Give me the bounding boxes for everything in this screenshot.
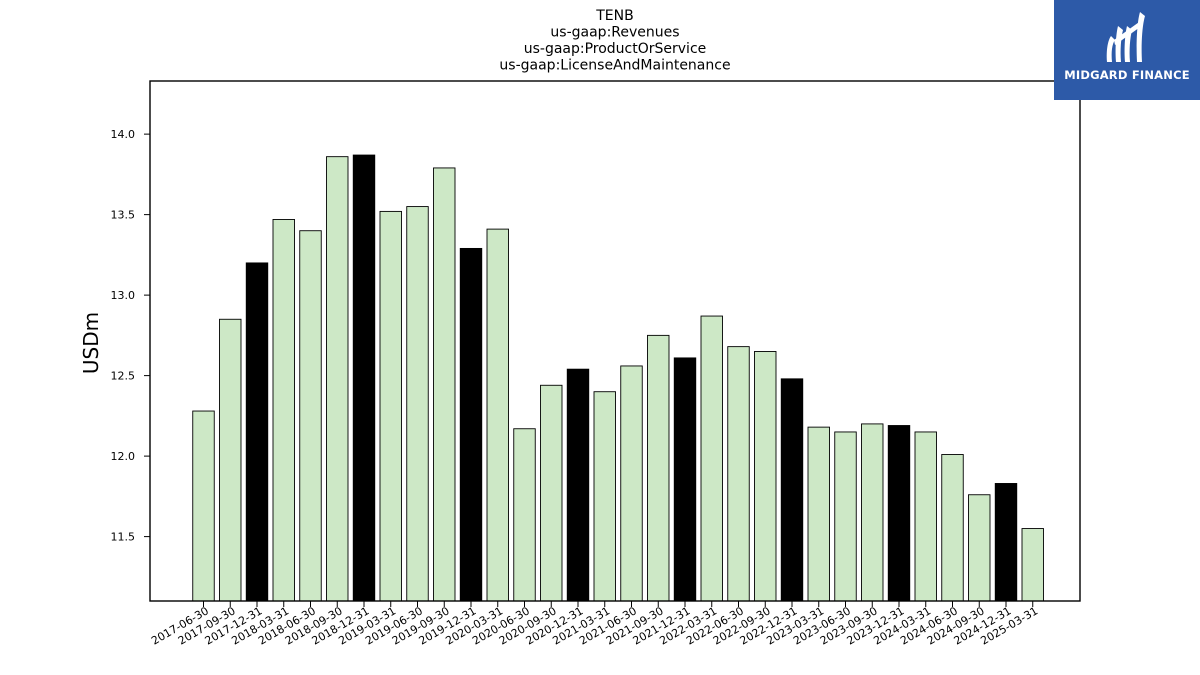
bar-2024-06-30: [941, 454, 964, 602]
title-line: us-gaap:Revenues: [550, 25, 679, 41]
y-tick-label: 12.5: [111, 370, 136, 383]
y-axis-label: USDm: [79, 312, 103, 374]
bar-2019-12-31: [459, 247, 483, 602]
bar-2025-03-31: [1021, 528, 1044, 602]
bar-2017-09-30: [219, 318, 242, 602]
bar-2018-12-31: [352, 154, 376, 602]
bar-2024-12-31: [994, 483, 1018, 602]
title-line: us-gaap:ProductOrService: [524, 41, 707, 57]
chart-title: TENBus-gaap:Revenuesus-gaap:ProductOrSer…: [499, 8, 730, 74]
bar-2022-03-31: [700, 315, 723, 602]
y-tick-label: 11.5: [111, 531, 136, 544]
bar-2019-06-30: [406, 206, 429, 602]
y-tick-label: 14.0: [111, 128, 136, 141]
bar-2018-09-30: [326, 156, 349, 602]
y-tick-label: 13.5: [111, 209, 136, 222]
bar-2024-09-30: [968, 494, 991, 602]
y-axis-ticks: 11.5 12.0 12.5 13.0 13.5 14.0: [111, 128, 150, 544]
midgard-finance-logo: MIDGARD FINANCE: [1054, 0, 1200, 100]
logo-text: MIDGARD FINANCE: [1064, 68, 1190, 82]
bar-2022-12-31: [780, 378, 804, 602]
plot-frame: [149, 80, 1081, 602]
bar-2021-06-30: [620, 365, 643, 602]
bar-2023-03-31: [807, 426, 830, 602]
bars: [192, 154, 1044, 602]
bar-2017-12-31: [245, 262, 269, 602]
bar-2024-03-31: [914, 431, 937, 602]
bar-2019-03-31: [379, 210, 402, 602]
x-axis-ticks: 2017-06-302017-09-302017-12-312018-03-31…: [149, 601, 1040, 648]
bar-2020-12-31: [566, 368, 590, 602]
title-line: TENB: [595, 8, 633, 24]
bar-2020-09-30: [540, 384, 563, 602]
bar-2020-06-30: [513, 428, 536, 602]
bar-2021-09-30: [647, 334, 670, 602]
bar-2022-09-30: [754, 351, 777, 602]
bar-2023-09-30: [861, 423, 884, 602]
bar-2021-03-31: [593, 391, 616, 602]
bar-2018-03-31: [272, 219, 295, 602]
title-line: us-gaap:LicenseAndMaintenance: [499, 58, 730, 74]
bar-2022-06-30: [727, 346, 750, 602]
bar-2017-06-30: [192, 410, 215, 602]
bar-2020-03-31: [486, 228, 509, 602]
y-tick-label: 13.0: [111, 289, 136, 302]
bar-2023-12-31: [887, 425, 911, 602]
bar-2019-09-30: [433, 167, 456, 602]
bar-2023-06-30: [834, 431, 857, 602]
midgard-m-logo-icon: [1106, 12, 1145, 62]
y-tick-label: 12.0: [111, 450, 136, 463]
bar-2021-12-31: [673, 357, 697, 602]
bar-2018-06-30: [299, 230, 322, 602]
